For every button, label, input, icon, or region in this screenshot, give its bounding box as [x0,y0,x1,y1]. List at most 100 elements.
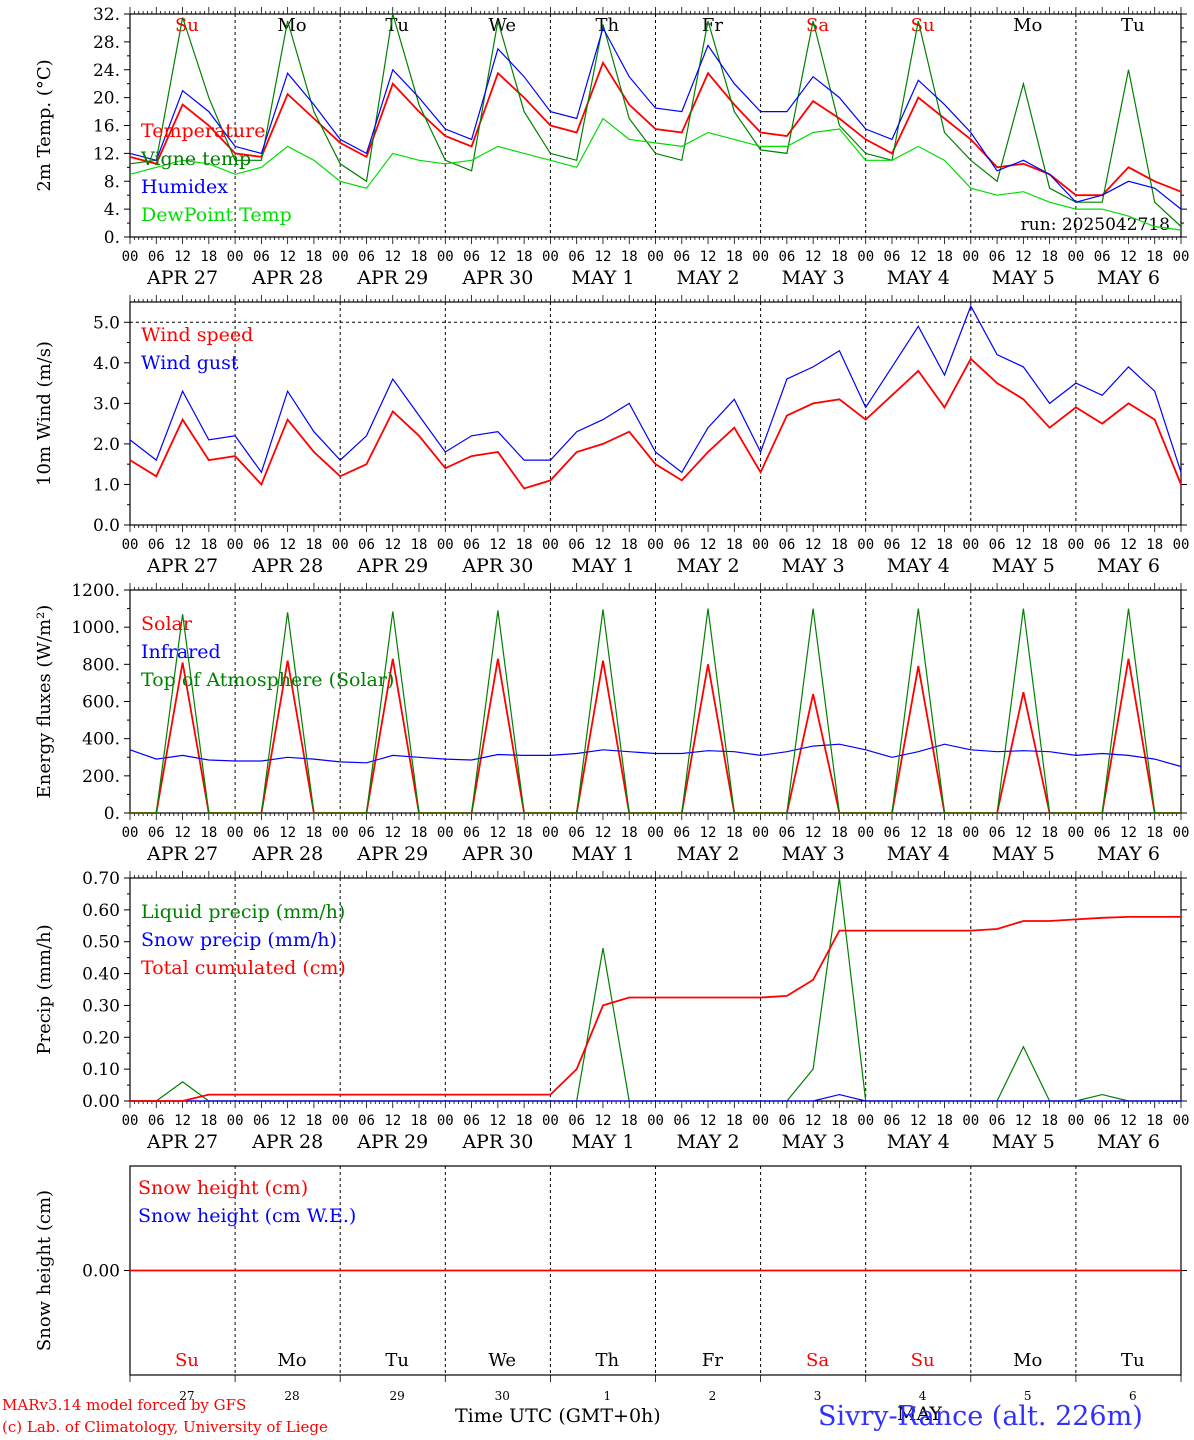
day-number-label: 30 [495,1389,510,1403]
date-label: MAY 6 [1097,267,1160,289]
hour-label: 12 [1120,1113,1137,1129]
day-number-label: 1 [604,1389,612,1403]
hour-label: 18 [200,537,217,553]
hour-label: 18 [305,825,322,841]
y-tick-label: 5.0 [93,313,120,333]
date-label: APR 29 [356,1131,428,1153]
hour-label: 06 [253,537,270,553]
legend-entry: Temperature [141,120,265,142]
hour-label: 12 [1015,1113,1032,1129]
weekday-label: Tu [385,15,409,36]
hour-label: 12 [805,249,822,265]
hour-label: 06 [673,537,690,553]
hour-label: 06 [568,825,585,841]
series-line [130,1093,1181,1102]
hour-label: 12 [700,1113,717,1129]
hour-label: 18 [1146,1113,1163,1129]
hour-label: 00 [962,1113,979,1129]
date-label: APR 28 [251,555,323,577]
hour-label: 00 [227,537,244,553]
date-label: APR 30 [461,1131,533,1153]
weekday-label: Sa [806,1350,829,1371]
weekday-label: We [488,15,516,36]
hour-label: 00 [332,1113,349,1129]
hour-label: 12 [174,825,191,841]
series-line [129,13,1182,227]
date-label: MAY 3 [782,843,845,865]
y-tick-label: 12. [93,144,120,164]
hour-label: 12 [489,537,506,553]
hour-label: 06 [1094,249,1111,265]
hour-label: 18 [831,537,848,553]
hour-label: 00 [437,249,454,265]
hour-label: 12 [700,825,717,841]
legend-entry: Humidex [141,176,228,198]
hour-label: 06 [148,1113,165,1129]
weekday-label: Mo [1013,1350,1042,1371]
hour-label: 12 [174,249,191,265]
hour-label: 12 [279,537,296,553]
panel-4: 0.00 0.10 0.20 0.30 0.40 0.50 0.60 0.70 Precip (… [34,869,1189,1153]
hour-label: 00 [1173,825,1190,841]
hour-label: 06 [989,1113,1006,1129]
day-number-label: 28 [284,1389,299,1403]
hour-label: 00 [1067,825,1084,841]
hour-label: 00 [332,537,349,553]
y-axis-label: Snow height (cm) [34,1190,55,1351]
hour-label: 00 [1067,537,1084,553]
weekday-label: Su [911,15,935,36]
y-tick-label: 0.40 [82,965,120,985]
hour-label: 12 [1120,249,1137,265]
date-label: APR 30 [461,555,533,577]
hour-label: 12 [595,825,612,841]
weekday-label: Tu [1121,1350,1145,1371]
hour-label: 12 [384,249,401,265]
hour-label: 06 [989,249,1006,265]
series-line [129,743,1182,768]
y-tick-label: 200. [82,767,120,787]
hour-label: 00 [857,537,874,553]
hour-label: 06 [884,537,901,553]
date-label: APR 28 [251,1131,323,1153]
hour-label: 18 [1041,825,1058,841]
y-tick-label: 0.30 [82,996,120,1016]
date-label: APR 29 [356,843,428,865]
hour-label: 06 [884,1113,901,1129]
y-axis-label: Precip (mm/h) [34,924,55,1054]
legend-entry: Vigne temp [140,148,251,170]
series-line [129,304,1182,474]
date-label: APR 28 [251,267,323,289]
date-label: MAY 5 [992,555,1055,577]
y-tick-label: 4.0 [93,354,120,374]
date-label: MAY 2 [677,555,740,577]
series-line [129,60,1182,197]
date-label: APR 27 [146,1131,218,1153]
location-label: Sivry-Rance (alt. 226m) [818,1401,1143,1432]
hour-label: 00 [1173,1113,1190,1129]
date-label: MAY 1 [571,555,634,577]
weekday-label: Tu [385,1350,409,1371]
hour-label: 00 [857,825,874,841]
hour-label: 06 [358,537,375,553]
hour-label: 18 [726,1113,743,1129]
hour-label: 12 [489,825,506,841]
hour-label: 00 [647,537,664,553]
date-label: MAY 5 [992,1131,1055,1153]
weekday-label: Mo [277,15,306,36]
y-tick-label: 4. [104,200,120,220]
hour-label: 18 [1041,537,1058,553]
series-line [129,117,1182,231]
y-tick-label: 0.00 [82,1262,120,1282]
hour-label: 12 [489,1113,506,1129]
y-tick-label: 600. [82,693,120,713]
date-label: MAY 4 [887,1131,950,1153]
hour-label: 06 [148,249,165,265]
hour-label: 00 [542,249,559,265]
hour-label: 00 [542,537,559,553]
panel-2: 0.0 1.0 2.0 3.0 4.0 5.0 10m Wind (m/s) 00 06 12 18… [34,295,1189,577]
hour-label: 18 [1041,1113,1058,1129]
day-number-label: 4 [919,1389,927,1403]
hour-label: 18 [936,1113,953,1129]
date-label: APR 27 [146,843,218,865]
y-tick-label: 8. [104,172,120,192]
